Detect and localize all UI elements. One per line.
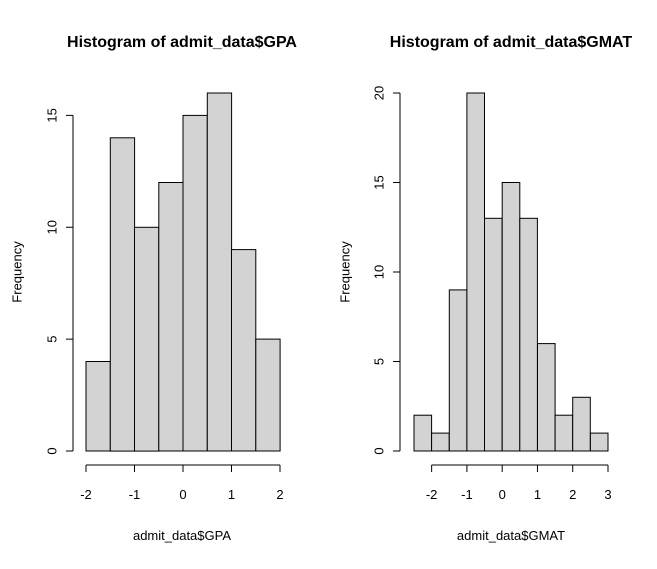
histogram-bar	[134, 226, 160, 452]
y-tick-label: 15	[371, 175, 386, 189]
x-tick-label: -2	[426, 487, 438, 502]
x-tick-label: 2	[569, 487, 576, 502]
x-tick-label: 3	[604, 487, 611, 502]
x-tick-label: -2	[80, 487, 92, 502]
histogram-bar	[206, 92, 233, 452]
x-tick-label: 0	[179, 487, 186, 502]
y-tick-label: 10	[371, 265, 386, 279]
histogram-bar	[182, 114, 208, 452]
histogram-bar	[466, 92, 485, 452]
histogram-bar	[413, 414, 433, 452]
histogram-bar	[554, 414, 574, 452]
y-tick-label: 15	[44, 108, 59, 122]
chart-title: Histogram of admit_data$GMAT	[390, 34, 633, 51]
x-tick-label: -1	[129, 487, 141, 502]
histogram-bar	[85, 361, 111, 452]
x-tick-label: 1	[534, 487, 541, 502]
histogram-bar	[231, 249, 257, 452]
histogram-bar	[484, 217, 503, 452]
histogram-bar	[158, 182, 184, 452]
y-axis-label: Frequency	[337, 241, 352, 303]
x-axis-label: admit_data$GMAT	[457, 528, 565, 543]
chart-title: Histogram of admit_data$GPA	[67, 34, 297, 51]
histogram-bar	[537, 343, 556, 452]
y-axis-label: Frequency	[9, 241, 24, 303]
histogram-bar	[448, 289, 468, 452]
histogram-panel-1: Histogram of admit_data$GPA -2 -1 0 1 2 0 5 10 15…	[9, 34, 297, 543]
histogram-bar	[519, 217, 538, 452]
y-tick-label: 0	[44, 447, 59, 454]
histogram-bar	[431, 432, 450, 452]
histogram-bar	[572, 396, 591, 452]
x-tick-label: 1	[228, 487, 235, 502]
x-tick-label: -1	[461, 487, 473, 502]
y-tick-label: 20	[371, 86, 386, 100]
histogram-bar	[255, 338, 281, 452]
x-axis-label: admit_data$GPA	[133, 528, 231, 543]
y-tick-label: 0	[371, 447, 386, 454]
x-tick-label: 0	[499, 487, 506, 502]
histogram-panel-2: Histogram of admit_data$GMAT -2 -1 0 1 2 3 0 5 10…	[337, 34, 632, 543]
histogram-bar	[501, 182, 521, 452]
histogram-bar	[109, 137, 136, 452]
histogram-bar	[589, 432, 609, 452]
y-tick-label: 10	[44, 220, 59, 234]
y-tick-label: 5	[371, 358, 386, 365]
y-tick-label: 5	[44, 336, 59, 343]
x-tick-label: 2	[276, 487, 283, 502]
